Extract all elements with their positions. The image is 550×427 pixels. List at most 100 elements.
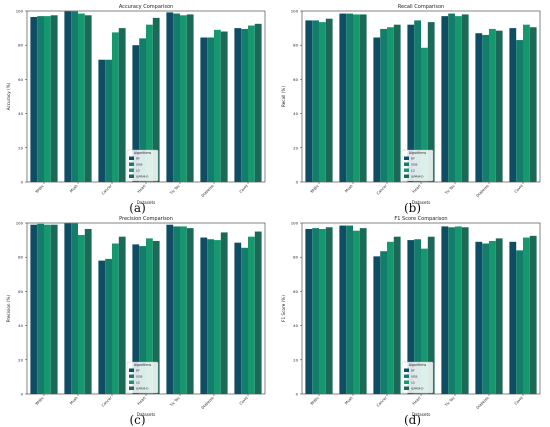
bar	[475, 33, 483, 183]
bar	[339, 225, 347, 394]
legend-label: RF	[411, 157, 415, 161]
bar	[523, 237, 530, 394]
bar	[421, 248, 428, 394]
bar	[509, 28, 517, 182]
bar	[146, 238, 153, 394]
x-tick-label: Covid	[514, 184, 524, 194]
legend-label: ILPRM-D	[411, 175, 424, 179]
bar	[325, 227, 333, 394]
legend-swatch	[404, 374, 409, 378]
bar	[98, 260, 106, 394]
bar	[319, 228, 326, 394]
x-tick-label: Diabetes	[201, 184, 215, 198]
y-tick-label: 40	[18, 111, 23, 116]
chart-panel: F1 Score Comparison 0 20 40 60 80 100 F1 Score …	[275, 212, 550, 427]
x-axis-label: Datasets	[137, 412, 156, 417]
bar	[30, 224, 38, 394]
bar	[84, 228, 92, 394]
bar	[387, 241, 394, 394]
x-tick-label: Cancer	[101, 396, 113, 408]
bar	[64, 223, 72, 394]
x-tick-label: Mush	[344, 184, 354, 194]
bar	[78, 13, 85, 182]
bar	[305, 20, 313, 183]
bar	[152, 17, 160, 183]
bar	[495, 30, 503, 183]
y-tick-label: 80	[18, 255, 23, 260]
legend-title: Algorithms	[134, 363, 152, 367]
x-tick-label: Mush	[344, 396, 354, 406]
y-tick-label: 80	[293, 255, 298, 260]
y-tick-label: 0	[21, 180, 24, 185]
bar	[139, 246, 146, 394]
y-tick-label: 80	[293, 43, 298, 48]
bar	[207, 37, 214, 182]
legend-swatch	[129, 386, 134, 390]
y-tick-label: 40	[293, 111, 298, 116]
legend-label: LG	[136, 169, 141, 173]
y-axis-label: Accuracy (%)	[6, 82, 11, 110]
y-axis-label: Precision (%)	[6, 295, 11, 323]
bar-chart: Recall Comparison 0 20 40 60 80 100 Recall (%) W…	[281, 4, 541, 205]
y-tick-label: 60	[293, 77, 298, 82]
bar	[387, 27, 394, 183]
y-tick-label: 80	[18, 43, 23, 48]
x-tick-label: Cancer	[376, 396, 388, 408]
bar	[166, 224, 174, 394]
bar	[118, 28, 126, 182]
bar	[407, 24, 415, 183]
x-tick-label: Diabetes	[476, 396, 490, 410]
x-tick-label: Tic Tac	[444, 396, 456, 408]
x-tick-label: Wdbc	[310, 396, 320, 406]
bar	[180, 226, 187, 394]
legend-label: RF	[136, 369, 140, 373]
bar	[393, 24, 401, 183]
bar	[254, 23, 262, 183]
legend-swatch	[404, 162, 409, 166]
bar	[475, 241, 483, 394]
bar-chart: Accuracy Comparison 0 20 40 60 80 100 Accuracy …	[6, 4, 266, 205]
bar	[207, 239, 214, 394]
bar	[234, 28, 242, 182]
y-tick-label: 20	[18, 357, 23, 362]
y-tick-label: 0	[21, 392, 24, 397]
legend: Algorithms RF XGB LG ILPRM-D	[401, 149, 434, 182]
bar	[373, 256, 381, 394]
bar	[509, 241, 517, 394]
bar	[186, 228, 194, 394]
bar	[220, 31, 228, 182]
bar-chart: Precision Comparison 0 20 40 60 80 100 Precisio…	[6, 216, 266, 417]
chart-panel: Recall Comparison 0 20 40 60 80 100 Recall (%) W…	[275, 0, 550, 215]
bar	[489, 28, 496, 182]
x-tick-label: Diabetes	[201, 396, 215, 410]
bar	[312, 228, 319, 394]
y-tick-label: 100	[291, 9, 299, 14]
bar	[482, 34, 489, 182]
bar	[146, 24, 153, 183]
x-tick-label: Tic Tac	[169, 396, 181, 408]
bar	[112, 32, 119, 182]
bar	[44, 224, 51, 394]
bar	[152, 240, 160, 394]
bar	[312, 20, 319, 183]
legend-label: RF	[411, 369, 415, 373]
x-tick-label: Heart	[137, 183, 147, 193]
bar	[353, 230, 360, 394]
y-tick-label: 100	[16, 221, 24, 226]
x-tick-label: Tic Tac	[169, 184, 181, 196]
x-tick-label: Tic Tac	[444, 184, 456, 196]
bar	[393, 236, 401, 394]
x-tick-label: Covid	[239, 396, 249, 406]
y-axis-label: Recall (%)	[281, 86, 286, 107]
bar	[37, 16, 44, 182]
bar	[132, 244, 140, 394]
x-tick-label: Heart	[137, 395, 147, 405]
legend-title: Algorithms	[134, 151, 152, 155]
x-tick-label: Mush	[69, 184, 79, 194]
legend-swatch	[404, 380, 409, 384]
bar	[132, 45, 140, 183]
bar	[186, 14, 194, 183]
bar	[180, 15, 187, 183]
bar	[414, 20, 421, 183]
legend-label: XGB	[411, 375, 417, 379]
